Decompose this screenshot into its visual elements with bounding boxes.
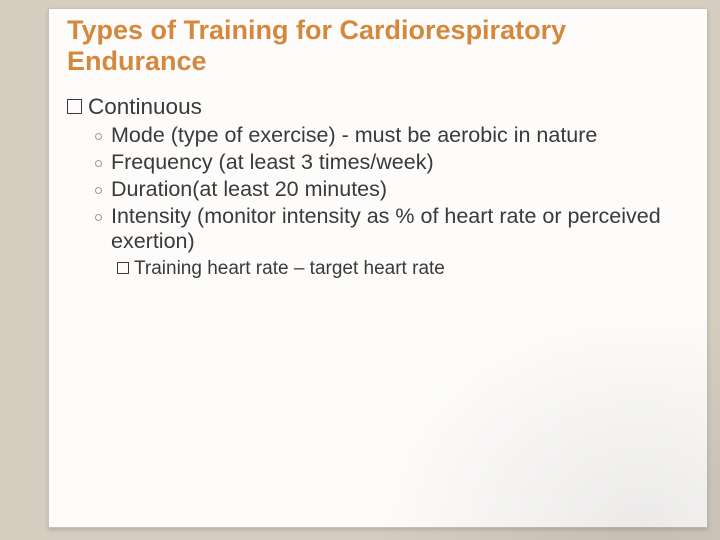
level3-text: Training heart rate – target heart rate [134,257,445,281]
bullet-level2: Frequency (at least 3 times/week) [95,150,685,176]
bullet-level1: Continuous [67,93,685,121]
ring-bullet-icon [95,133,102,140]
bullet-level2: Intensity (monitor intensity as % of hea… [95,204,685,256]
square-bullet-icon [67,99,82,114]
content-panel: Types of Training for Cardiorespiratory … [48,8,708,528]
level2-text: Frequency (at least 3 times/week) [111,150,434,176]
ring-bullet-icon [95,187,102,194]
bullet-level2: Mode (type of exercise) - must be aerobi… [95,123,685,149]
square-bullet-icon [117,262,129,274]
level2-text: Duration(at least 20 minutes) [111,177,387,203]
level2-text: Mode (type of exercise) - must be aerobi… [111,123,597,149]
corner-shade [347,287,720,540]
ring-bullet-icon [95,160,102,167]
bullet-level2: Duration(at least 20 minutes) [95,177,685,203]
bullet-level3: Training heart rate – target heart rate [117,257,685,281]
slide-title: Types of Training for Cardiorespiratory … [67,15,685,77]
level1-text: Continuous [88,93,202,121]
slide: Types of Training for Cardiorespiratory … [0,0,720,540]
level2-text: Intensity (monitor intensity as % of hea… [111,204,685,256]
ring-bullet-icon [95,214,102,221]
